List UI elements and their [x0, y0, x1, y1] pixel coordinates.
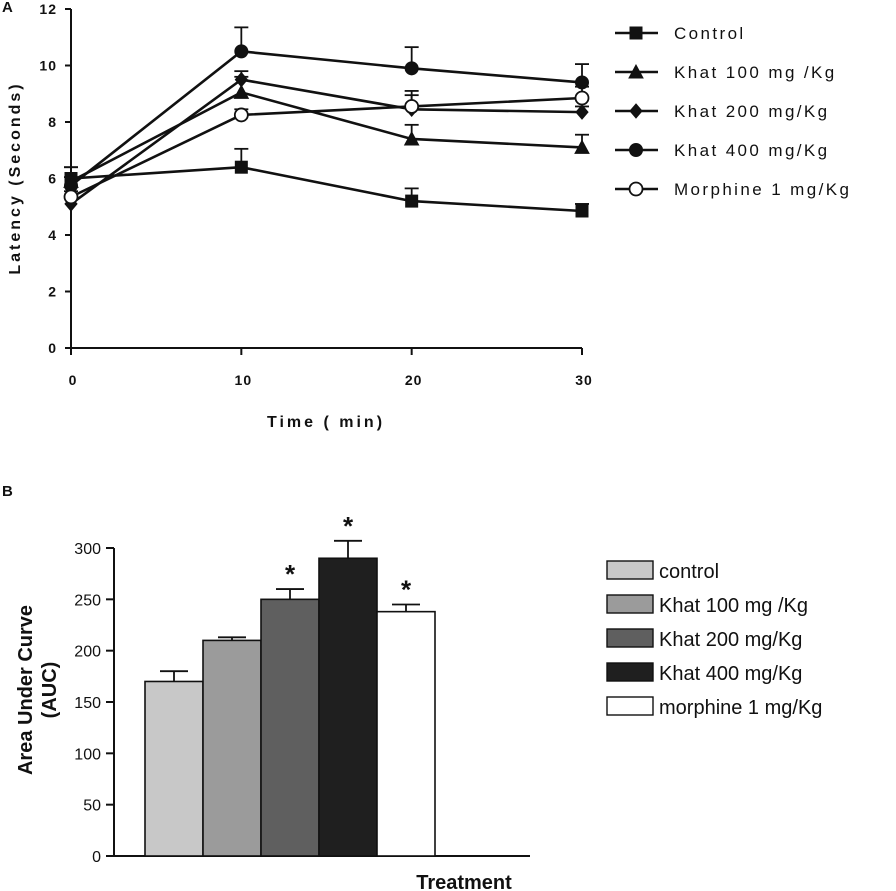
legend-label: Khat 100 mg /Kg [674, 63, 837, 82]
y-tick-label: 6 [48, 171, 57, 187]
legend-label: control [659, 561, 719, 583]
data-point [234, 71, 248, 88]
y-axis-title: Latency (Seconds) [7, 81, 24, 274]
data-point [234, 160, 248, 174]
series-3 [64, 70, 589, 212]
legend-swatch [606, 560, 654, 580]
series-line [70, 165, 583, 213]
series-line [70, 96, 583, 199]
panel-a-label: A [2, 0, 13, 16]
y-axis-title-line-1: Area Under Curve [15, 605, 37, 775]
data-point [574, 90, 590, 106]
y-tick-label: 12 [39, 1, 57, 17]
legend-label: morphine 1 mg/Kg [659, 697, 822, 719]
legend-marker [628, 181, 644, 197]
legend-label: Morphine 1 mg/Kg [674, 180, 851, 199]
data-point [233, 107, 249, 123]
y-tick-label: 2 [48, 284, 57, 300]
legend-swatch [606, 628, 654, 648]
y-tick-label: 300 [74, 541, 101, 558]
x-axis-title: Treatment [416, 872, 512, 891]
legend-swatch [606, 662, 654, 682]
data-point [405, 194, 419, 208]
data-point [574, 139, 590, 154]
legend-marker [629, 26, 643, 40]
panel-a-line-chart: A 0 2 4 6 8 10 12 0 10 20 30 Time ( min) Latency (Sec… [2, 0, 851, 431]
x-tick-label: 10 [235, 372, 253, 388]
bar [144, 680, 204, 857]
legend-label: Khat 400 mg/Kg [659, 663, 802, 685]
y-tick-label: 50 [83, 798, 101, 815]
y-axis-title-line-2: (AUC) [39, 662, 61, 719]
y-tick-label: 10 [39, 58, 57, 74]
series-4 [64, 26, 589, 193]
y-tick-label: 200 [74, 644, 101, 661]
data-point [404, 61, 419, 76]
y-tick-label: 250 [74, 592, 101, 609]
legend-marker [629, 143, 643, 157]
panel-b-label: B [2, 483, 13, 500]
y-tick-label: 8 [48, 114, 57, 130]
x-tick-label: 20 [405, 372, 423, 388]
y-tick-label: 100 [74, 746, 101, 763]
data-point [404, 99, 420, 114]
bar [202, 639, 262, 857]
legend-label: Khat 200 mg/Kg [674, 102, 830, 121]
data-point [234, 44, 249, 59]
legend-label: Khat 400 mg/Kg [674, 141, 830, 160]
legend-label: Khat 200 mg/Kg [659, 629, 802, 651]
legend-label: Control [674, 24, 746, 43]
series-line [70, 78, 583, 205]
significance-marker: * [401, 574, 412, 604]
series-line [70, 90, 583, 183]
legend-marker [629, 103, 643, 119]
y-tick-label: 4 [48, 227, 57, 243]
x-tick-label: 0 [69, 372, 78, 388]
data-point [575, 104, 589, 120]
legend-swatch [606, 696, 654, 716]
x-axis-title: Time ( min) [267, 414, 385, 431]
legend-marker [628, 63, 644, 79]
bar [318, 557, 378, 857]
legend-swatch [606, 594, 654, 614]
data-point [575, 204, 589, 218]
bar [376, 610, 436, 857]
significance-marker: * [285, 559, 296, 589]
data-point [233, 84, 250, 99]
y-tick-label: 0 [48, 340, 57, 356]
data-point [63, 189, 79, 205]
bar [260, 598, 320, 857]
y-tick-label: 150 [74, 695, 101, 712]
legend-b: control Khat 100 mg /Kg Khat 200 mg/Kg Khat… [606, 560, 822, 719]
x-tick-label: 30 [575, 372, 593, 388]
y-axis-title: Area Under Curve (AUC) [15, 605, 61, 775]
legend-label: Khat 100 mg /Kg [659, 595, 808, 617]
series-1 [64, 147, 589, 218]
legend-a: Control Khat 100 mg /Kg Khat 200 mg/Kg Khat… [615, 24, 851, 199]
series-line [70, 50, 583, 187]
series-5 [63, 85, 590, 205]
y-tick-label: 0 [92, 849, 101, 866]
data-point [403, 130, 420, 146]
panel-b-bar-chart: B 0 50 100 150 200 250 300 * * * Treatment Area Unde… [2, 483, 822, 891]
significance-marker: * [343, 511, 354, 541]
